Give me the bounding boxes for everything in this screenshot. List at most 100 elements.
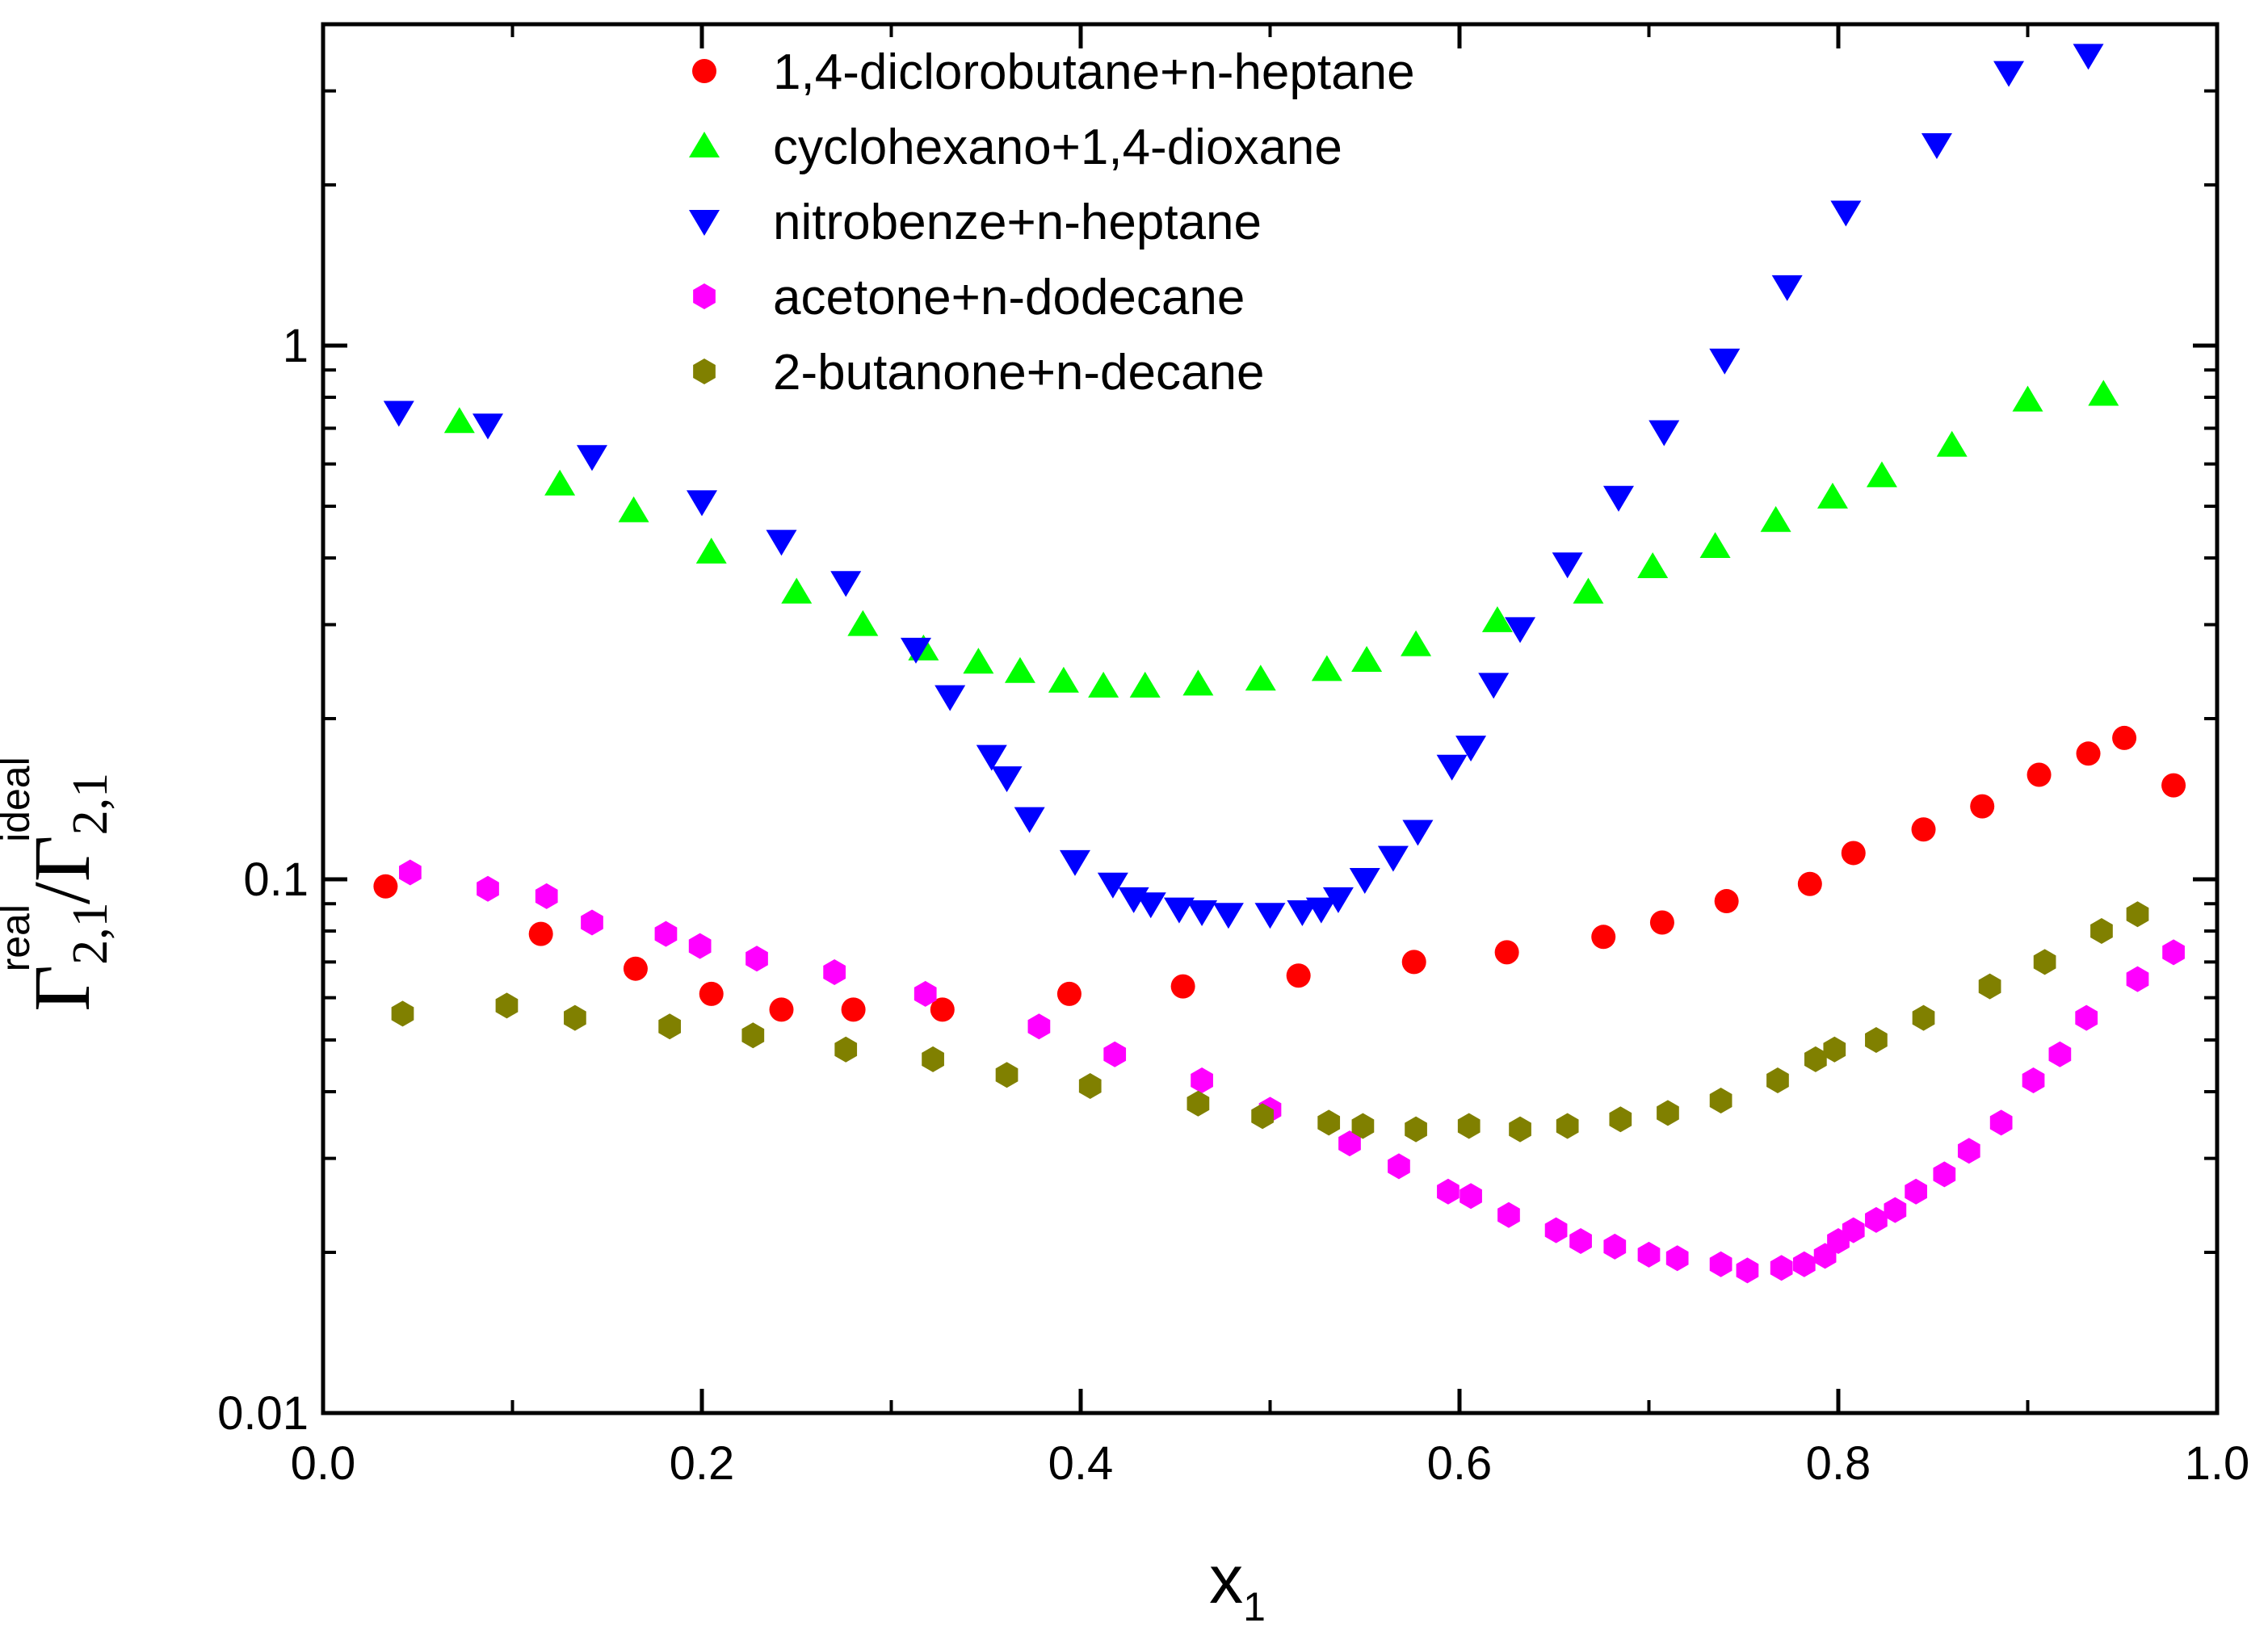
- data-point: [1048, 666, 1079, 693]
- data-point: [769, 997, 794, 1022]
- data-point: [1186, 1090, 1210, 1117]
- y-axis-label: Γ2,1real/Γ2,1ideal: [0, 757, 118, 1011]
- legend-label: 2-butanone+n-decane: [773, 345, 1264, 400]
- data-point: [1349, 867, 1380, 894]
- data-point: [1405, 1116, 1427, 1143]
- data-point: [1865, 1026, 1888, 1053]
- y-tick-label: 0.01: [217, 1387, 309, 1440]
- data-point: [1709, 1088, 1732, 1114]
- data-point: [1014, 807, 1045, 833]
- data-point: [1823, 1036, 1846, 1063]
- data-point: [2126, 966, 2149, 992]
- data-point: [1322, 887, 1354, 913]
- legend-label: 1,4-diclorobutane+n-heptane: [773, 44, 1415, 100]
- data-point: [1797, 871, 1822, 896]
- data-point: [1027, 1013, 1051, 1040]
- data-point: [1191, 1067, 1213, 1094]
- data-point: [1884, 1197, 1907, 1223]
- data-point: [2090, 918, 2113, 945]
- data-point: [2161, 773, 2186, 798]
- x-tick-label: 0.6: [1427, 1437, 1493, 1490]
- data-point: [1912, 1004, 1935, 1031]
- data-point: [1351, 646, 1383, 673]
- data-point: [1251, 1103, 1274, 1130]
- data-point: [1311, 655, 1342, 681]
- tick-labels: 0.0 0.2 0.4 0.6 0.8 1.0 0.01 0.1 1: [217, 320, 2249, 1490]
- data-point: [1212, 903, 1244, 929]
- data-point: [1602, 485, 1634, 512]
- data-point: [443, 407, 475, 434]
- data-point: [1804, 1046, 1827, 1072]
- data-point: [2088, 380, 2119, 406]
- y-label-num-sup: real: [0, 904, 38, 971]
- data-point: [930, 997, 955, 1022]
- x-tick-label: 0.0: [291, 1437, 356, 1490]
- data-point: [1556, 1113, 1579, 1139]
- data-point: [654, 920, 678, 947]
- data-point: [1388, 1153, 1410, 1180]
- data-point: [2012, 385, 2043, 412]
- data-point: [1921, 133, 1952, 160]
- data-point: [581, 909, 603, 936]
- legend-marker: [693, 359, 716, 384]
- data-point: [1245, 665, 1276, 691]
- data-point: [1792, 1251, 1816, 1277]
- data-point: [1097, 872, 1128, 899]
- data-point: [1103, 1041, 1127, 1067]
- data-point: [1088, 671, 1119, 698]
- data-point: [1338, 1130, 1361, 1157]
- data-point: [564, 1004, 586, 1031]
- data-point: [1957, 1138, 1980, 1164]
- data-point: [995, 1062, 1018, 1088]
- data-point: [1129, 671, 1161, 698]
- data-point: [1591, 925, 1616, 950]
- data-point: [2162, 939, 2185, 966]
- x-tick-label: 0.2: [670, 1437, 735, 1490]
- data-point: [991, 766, 1023, 793]
- data-point: [1936, 430, 1968, 457]
- data-point: [2033, 949, 2056, 975]
- data-point: [963, 648, 994, 674]
- x-tick-label: 0.8: [1806, 1437, 1871, 1490]
- y-label-den-sub: 2,1: [63, 773, 118, 836]
- data-point: [1933, 1161, 1956, 1188]
- data-point: [1481, 606, 1513, 632]
- data-point: [2073, 44, 2104, 70]
- data-point: [1402, 820, 1434, 846]
- data-point: [1182, 669, 1214, 696]
- data-point: [623, 956, 648, 981]
- data-point: [781, 577, 813, 604]
- data-point: [2126, 901, 2149, 928]
- x-axis-label-main: x: [1209, 1541, 1243, 1617]
- legend-label: cyclohexano+1,4-dioxane: [773, 120, 1342, 175]
- data-point: [1305, 897, 1337, 924]
- data-point: [1004, 656, 1035, 683]
- data-point: [383, 400, 414, 427]
- data-point: [1637, 551, 1669, 578]
- data-point: [1830, 200, 1862, 227]
- data-point: [658, 1013, 681, 1040]
- data-point: [1569, 1228, 1592, 1255]
- data-point: [477, 875, 499, 902]
- data-point: [1709, 348, 1741, 375]
- data-point: [495, 992, 519, 1019]
- data-point: [1760, 505, 1791, 532]
- data-point: [1059, 849, 1090, 876]
- legend-entry: 2-butanone+n-decane: [693, 345, 1264, 400]
- data-point: [1841, 841, 1866, 866]
- data-point: [1648, 420, 1680, 447]
- data-point: [922, 1046, 944, 1072]
- data-point: [823, 958, 846, 985]
- data-point: [1170, 974, 1195, 999]
- legend-entry: nitrobenze+n-heptane: [689, 195, 1262, 250]
- data-point: [688, 933, 712, 959]
- data-point: [1816, 482, 1848, 509]
- data-point: [1911, 817, 1936, 842]
- data-point: [1736, 1257, 1759, 1284]
- data-point: [2075, 1004, 2098, 1031]
- data-point: [1978, 973, 2001, 1000]
- data-point: [834, 1036, 858, 1063]
- data-point: [746, 946, 768, 972]
- data-point: [1401, 950, 1426, 975]
- data-point: [2076, 741, 2101, 766]
